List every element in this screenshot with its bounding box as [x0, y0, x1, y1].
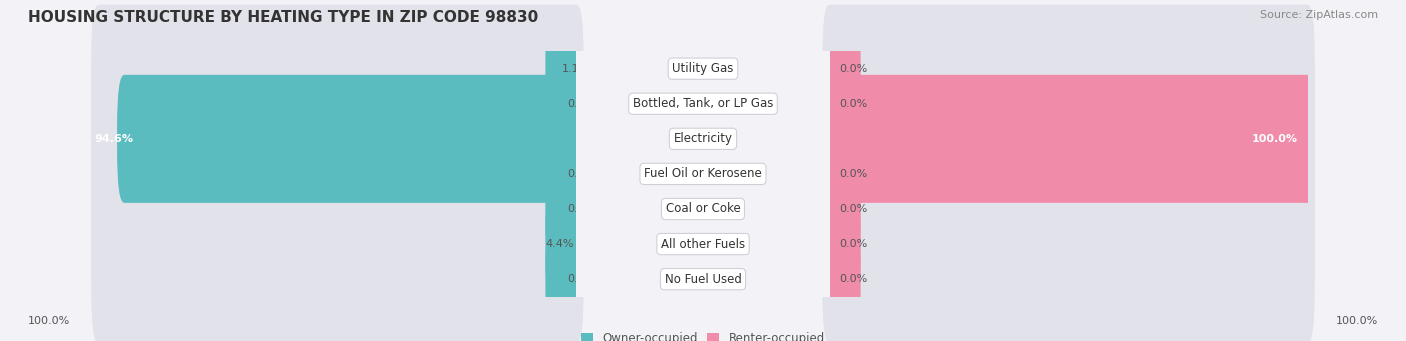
FancyBboxPatch shape: [823, 145, 1315, 273]
FancyBboxPatch shape: [823, 5, 1315, 133]
Text: Electricity: Electricity: [673, 132, 733, 145]
Text: 0.0%: 0.0%: [839, 274, 868, 284]
FancyBboxPatch shape: [823, 215, 860, 341]
Text: 94.6%: 94.6%: [94, 134, 134, 144]
FancyBboxPatch shape: [91, 180, 583, 308]
FancyBboxPatch shape: [823, 180, 1315, 308]
Text: 4.4%: 4.4%: [546, 239, 575, 249]
FancyBboxPatch shape: [823, 75, 1315, 203]
Text: 100.0%: 100.0%: [1336, 315, 1378, 326]
FancyBboxPatch shape: [823, 40, 860, 168]
FancyBboxPatch shape: [91, 215, 583, 341]
FancyBboxPatch shape: [823, 145, 860, 273]
FancyBboxPatch shape: [546, 215, 583, 341]
Text: HOUSING STRUCTURE BY HEATING TYPE IN ZIP CODE 98830: HOUSING STRUCTURE BY HEATING TYPE IN ZIP…: [28, 10, 538, 25]
Text: 0.0%: 0.0%: [839, 64, 868, 74]
Text: 0.0%: 0.0%: [839, 239, 868, 249]
FancyBboxPatch shape: [91, 145, 583, 273]
Text: All other Fuels: All other Fuels: [661, 238, 745, 251]
Text: 1.1%: 1.1%: [561, 64, 591, 74]
Text: 0.0%: 0.0%: [567, 169, 595, 179]
Text: Fuel Oil or Kerosene: Fuel Oil or Kerosene: [644, 167, 762, 180]
FancyBboxPatch shape: [823, 75, 1315, 203]
FancyBboxPatch shape: [823, 110, 1315, 238]
Text: Bottled, Tank, or LP Gas: Bottled, Tank, or LP Gas: [633, 97, 773, 110]
FancyBboxPatch shape: [823, 215, 1315, 341]
Text: 0.0%: 0.0%: [839, 99, 868, 109]
Text: 0.0%: 0.0%: [567, 99, 595, 109]
FancyBboxPatch shape: [823, 5, 860, 133]
FancyBboxPatch shape: [91, 110, 583, 238]
FancyBboxPatch shape: [91, 5, 583, 133]
Text: Utility Gas: Utility Gas: [672, 62, 734, 75]
FancyBboxPatch shape: [546, 110, 583, 238]
Text: 0.0%: 0.0%: [839, 169, 868, 179]
Text: 0.0%: 0.0%: [567, 274, 595, 284]
Text: Coal or Coke: Coal or Coke: [665, 203, 741, 216]
FancyBboxPatch shape: [546, 145, 583, 273]
Legend: Owner-occupied, Renter-occupied: Owner-occupied, Renter-occupied: [581, 332, 825, 341]
FancyBboxPatch shape: [91, 75, 583, 203]
FancyBboxPatch shape: [823, 110, 860, 238]
Text: 0.0%: 0.0%: [567, 204, 595, 214]
FancyBboxPatch shape: [546, 180, 583, 308]
FancyBboxPatch shape: [546, 40, 583, 168]
Text: 0.0%: 0.0%: [839, 204, 868, 214]
FancyBboxPatch shape: [546, 5, 583, 133]
Text: No Fuel Used: No Fuel Used: [665, 273, 741, 286]
FancyBboxPatch shape: [823, 40, 1315, 168]
Text: Source: ZipAtlas.com: Source: ZipAtlas.com: [1260, 10, 1378, 20]
FancyBboxPatch shape: [117, 75, 583, 203]
FancyBboxPatch shape: [823, 180, 860, 308]
Text: 100.0%: 100.0%: [1251, 134, 1298, 144]
FancyBboxPatch shape: [91, 40, 583, 168]
Text: 100.0%: 100.0%: [28, 315, 70, 326]
